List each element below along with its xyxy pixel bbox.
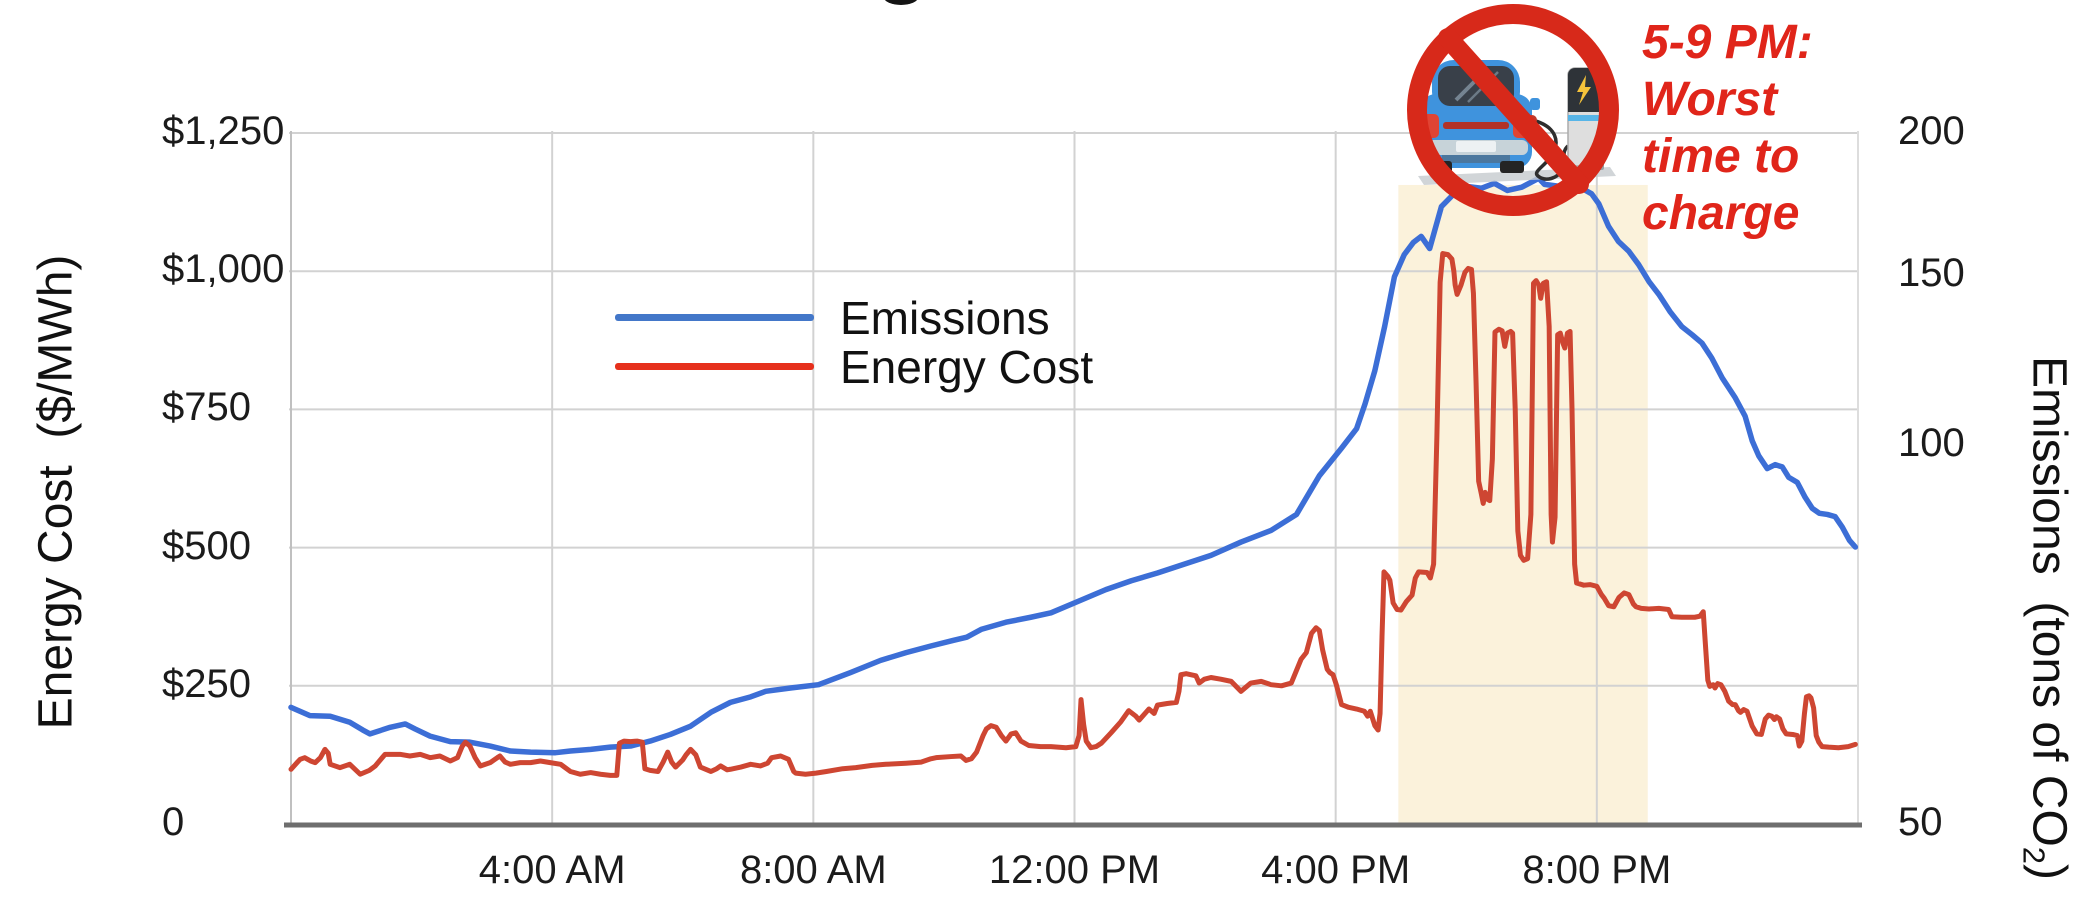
y-right-tick-label: 100 xyxy=(1898,421,1965,466)
legend-item: Energy Cost xyxy=(615,340,1094,393)
right-axis-title-text: Emissions (tons of CO xyxy=(2022,355,2076,847)
y-right-tick-label: 50 xyxy=(1898,800,1943,844)
series-line-emissions xyxy=(288,175,1859,756)
annotation-line: time to xyxy=(1642,130,1800,183)
right-axis-title-close: ) xyxy=(2022,864,2076,881)
annotation-line: 5-9 PM: xyxy=(1642,16,1813,69)
left-axis-title: Energy Cost ($/MWh) xyxy=(29,254,83,730)
annotation-line: Worst xyxy=(1642,73,1778,126)
legend-item: Emissions xyxy=(615,291,1093,344)
y-left-tick-label: $750 xyxy=(162,385,251,430)
bolt-icon xyxy=(1577,75,1591,105)
legend-label: Energy Cost xyxy=(840,340,1094,393)
no-charging-icon xyxy=(1407,4,1619,216)
annotation-worst-time-to-charge: 5-9 PM: Worst time to charge xyxy=(1642,14,1813,242)
cropped-title-glyph xyxy=(884,0,918,5)
series-line-energy-cost xyxy=(288,251,1858,778)
y-left-tick-label: 0 xyxy=(162,800,185,844)
y-left-tick-label: $1,000 xyxy=(162,247,285,292)
legend-swatch-emissions xyxy=(615,314,814,321)
legend-swatch-energy-cost xyxy=(615,363,814,370)
x-tick-label: 4:00 AM xyxy=(478,848,626,892)
legend: Emissions Energy Cost xyxy=(615,291,1094,393)
prohibition-slash-icon xyxy=(1407,4,1619,216)
y-right-tick-label: 150 xyxy=(1898,250,1965,295)
y-left-tick-label: $250 xyxy=(162,661,251,706)
right-axis-title: Emissions (tons of CO2) xyxy=(2016,356,2077,880)
x-tick-label: 12:00 PM xyxy=(988,848,1161,892)
annotation-line: charge xyxy=(1642,187,1800,240)
y-left-tick-label: $500 xyxy=(162,523,251,568)
co2-subscript: 2 xyxy=(2016,846,2052,865)
y-left-tick-label: $1,250 xyxy=(162,109,285,153)
legend-label: Emissions xyxy=(840,291,1050,344)
x-tick-label: 4:00 PM xyxy=(1261,848,1411,892)
x-tick-label: 8:00 PM xyxy=(1522,848,1672,892)
y-right-tick-label: 200 xyxy=(1898,109,1965,153)
x-tick-label: 8:00 AM xyxy=(739,848,887,892)
